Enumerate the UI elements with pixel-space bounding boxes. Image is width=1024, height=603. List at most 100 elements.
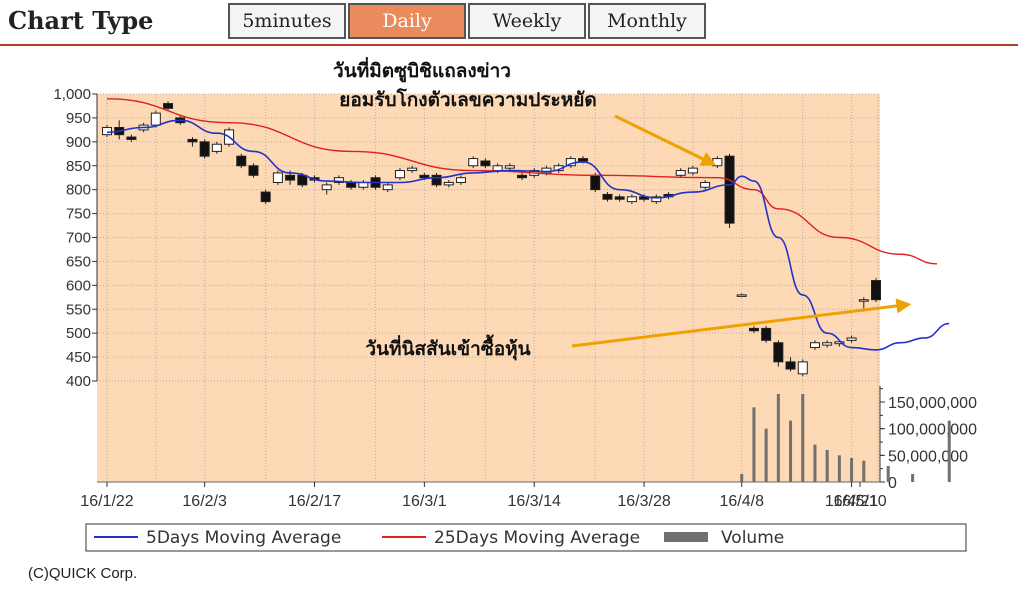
candle-body [590,174,601,191]
candle-body [321,184,332,191]
candle-body [736,294,747,297]
candle-body [809,342,820,349]
candle-body [602,193,613,200]
price-tick-label: 750 [66,206,91,223]
x-tick-label: 16/4/21 [825,493,878,510]
price-tick-label: 600 [66,277,91,294]
candle-body [443,181,454,186]
price-tick-label: 400 [66,373,91,390]
legend-ma5-label: 5Days Moving Average [146,528,341,548]
candle-body [626,196,637,203]
x-tick-label: 16/2/17 [288,493,341,510]
annotation-nissan: วันที่นิสสันเข้าซื้อหุ้น [365,334,530,361]
chart-type-header: Chart Type 5minutes Daily Weekly Monthly [0,0,1018,46]
candle-body [187,138,198,143]
candle-body [480,160,491,167]
volume-bar [752,407,756,482]
volume-bar [789,420,793,482]
x-tick-label: 16/1/22 [80,493,133,510]
candle-body [211,143,222,152]
candle-body [651,196,662,203]
x-tick-label: 16/5/10 [833,493,886,510]
candle-body [468,158,479,167]
candle-body [419,174,430,179]
volume-bar [837,455,841,482]
candle-body [260,191,271,203]
price-tick-label: 800 [66,182,91,199]
volume-tick-label: 0 [888,475,897,492]
candle-body [285,174,296,181]
volume-bar [862,460,866,482]
candle-body [639,196,650,200]
tab-weekly[interactable]: Weekly [468,3,586,39]
legend-volume-swatch [664,532,708,542]
copyright-text: (C)QUICK Corp. [28,565,138,582]
candle-body [407,167,418,172]
x-tick-label: 16/3/14 [508,493,561,510]
price-tick-label: 950 [66,110,91,127]
candle-body [272,172,283,183]
candle-body [748,327,759,332]
candle-body [687,167,698,174]
volume-bar [850,458,854,482]
candle-body [455,177,466,183]
volume-bar [740,474,744,482]
candle-body [492,165,503,172]
legend-ma25-label: 25Days Moving Average [434,528,640,548]
x-tick-label: 16/3/1 [402,493,447,510]
price-tick-label: 700 [66,230,91,247]
price-tick-label: 850 [66,158,91,175]
price-tick-label: 900 [66,134,91,151]
price-tick-label: 500 [66,325,91,342]
x-tick-label: 16/3/28 [617,493,670,510]
plot-area [97,94,880,482]
candle-body [163,103,174,109]
candle-body [248,165,259,176]
volume-tick-label: 150,000,000 [888,395,977,412]
price-tick-label: 450 [66,349,91,366]
volume-bar [886,466,890,482]
candle-body [712,158,723,167]
candle-body [150,112,161,126]
annotation-mitsubishi-line1: วันที่มิตซูบิชิแถลงข่าว [333,57,511,83]
price-tick-label: 550 [66,301,91,318]
candle-body [199,141,210,157]
volume-tick-label: 50,000,000 [888,448,968,465]
candle-body [773,342,784,363]
tab-daily[interactable]: Daily [348,3,466,39]
x-tick-label: 16/2/3 [182,493,227,510]
annotation-arrow-mitsubishi [614,114,717,166]
candle-body [834,341,845,345]
tab-5minutes[interactable]: 5minutes [228,3,346,39]
price-tick-label: 650 [66,253,91,270]
ma25-line [106,98,938,265]
candle-body [431,174,442,186]
candle-body [675,170,686,176]
stock-chart: 1,000 950 900 850 800 750 700 650 600 550 500 450 40… [53,57,977,552]
candle-body [297,174,308,186]
candle-body [517,174,528,179]
volume-bar [813,444,817,482]
legend-volume-label: Volume [721,528,784,548]
candle-body [822,342,833,346]
candle-body [785,361,796,370]
candle-body [761,327,772,341]
candle-body [797,361,808,375]
volume-tick-label: 100,000,000 [888,422,977,439]
page-title: Chart Type [8,6,154,35]
candle-body [236,155,247,167]
tab-monthly[interactable]: Monthly [588,3,706,39]
candle-body [700,181,711,188]
timeframe-tabs: 5minutes Daily Weekly Monthly [228,3,708,39]
candle-body [578,158,589,162]
volume-bar [947,420,951,482]
legend-box [85,523,967,552]
candle-body [846,337,857,341]
candle-body [346,181,357,188]
annotation-arrow-nissan [571,298,912,348]
candle-body [858,299,869,302]
candle-body [871,280,881,301]
volume-bar [776,394,780,482]
candle-body [504,165,515,169]
volume-bar [825,450,829,482]
